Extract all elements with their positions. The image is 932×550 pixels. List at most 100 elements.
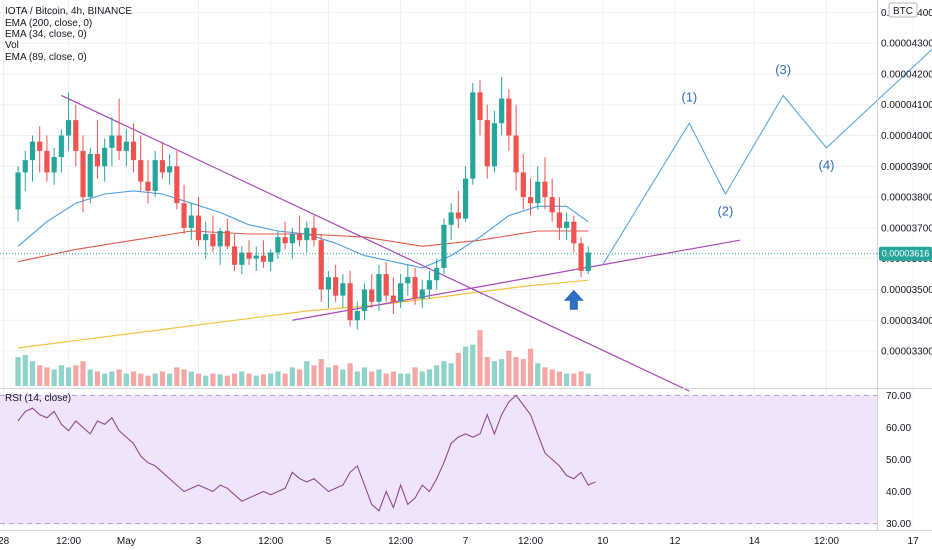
candle [22,150,28,191]
candle [571,215,577,253]
volume-bar [369,371,375,386]
candle-body [491,123,498,167]
legend-ema34[interactable]: EMA (34, close, 0) [5,29,87,40]
candle-body [455,212,461,219]
candle-body [224,230,230,247]
candle-body [527,197,534,204]
candle [174,150,180,210]
candle [51,147,57,185]
price-tick-label: 0.00003300 [881,347,932,358]
candle [44,135,50,182]
candle [239,246,245,275]
volume-bar [29,361,36,386]
time-tick-label: 12:00 [388,536,413,547]
candle-body [333,277,339,296]
candle [275,230,281,259]
candle-body [347,283,353,321]
volume-bar [484,357,490,386]
candle [542,157,548,210]
candle [130,123,137,173]
candle [325,270,332,308]
candle-body [520,172,526,198]
legend-rsi[interactable]: RSI (14, close) [5,393,71,404]
candle-body [506,98,512,136]
candle-body [87,153,93,198]
price-axis[interactable]: 0.000044000.000043000.000042000.00004100… [881,8,932,358]
candle [549,178,555,222]
legend-ema200[interactable]: EMA (200, close, 0) [5,18,92,29]
volume-bar [434,365,440,386]
candle-body [549,197,555,213]
up-arrow-icon [563,289,584,310]
legend-vol[interactable]: Vol [5,40,19,51]
candle-body [398,283,404,302]
candle [109,117,115,167]
rsi-axis[interactable]: 70.00 60.00 50.00 40.00 30.00 [886,391,911,530]
projection-layer: (1)(2)(3)(4)(5) [563,48,932,310]
candle [253,246,259,271]
candle [123,129,129,167]
candle-body [354,311,360,321]
candle [470,83,476,185]
legend-ema89[interactable]: EMA (89, close, 0) [5,52,87,63]
candle-body [210,234,216,247]
candle [282,221,288,250]
candle [369,274,375,308]
candle-body [116,135,122,151]
volume-bar [130,371,137,386]
wave-label: (1) [681,90,697,105]
last-price-tag-value: 0.00003616 [882,249,930,259]
candle-body [390,295,396,302]
candle-body [296,234,303,241]
candle-body [231,246,238,265]
rsi-layer [17,394,596,512]
price-tick-label: 0.00004300 [881,39,932,50]
volume-bar [578,371,584,386]
candle-body [311,227,317,241]
rsi-tick-label: 70.00 [886,391,911,402]
candle [181,184,187,235]
volume-bar [159,371,166,386]
time-tick-label: 12 [669,536,681,547]
volume-bar [73,365,79,386]
volume-bar [311,365,317,386]
candle [231,234,238,271]
candle-body [203,234,209,241]
volume-bar [412,367,418,386]
volume-bar [87,369,93,386]
volume-bar [80,361,86,386]
candle-body [138,160,144,182]
candle [520,153,526,210]
volume-layer [15,330,591,386]
ema89-line [17,230,589,263]
time-tick-label: 7 [463,536,469,547]
legend-symbol-title[interactable]: IOTA / Bitcoin, 4h, BINANCE [5,6,132,17]
rsi-grid [0,394,877,525]
volume-bar [116,369,122,386]
candle-body [159,160,166,173]
trendline[interactable] [61,94,690,392]
volume-bar [210,373,216,386]
wave-label: (3) [775,62,791,77]
candle-body [289,234,295,244]
candle-body [253,255,259,259]
candle [116,98,122,161]
candle [268,249,274,271]
volume-bar [499,359,505,386]
volume-bar [102,373,108,386]
volume-bar [94,371,101,386]
candle-body [419,289,425,299]
volume-bar [405,373,411,386]
price-tick-label: 0.00003400 [881,316,932,327]
candle [304,221,310,253]
candle [578,237,584,278]
candle [167,153,173,185]
volume-bar [506,350,512,386]
time-axis[interactable]: 28 12:00 May 3 12:00 5 12:00 7 12:00 10 12 14 12:00 1… [0,536,932,547]
candle [203,221,209,259]
trendline[interactable] [292,239,740,321]
volume-bar [390,371,396,386]
candle [585,246,591,275]
candle [455,190,461,228]
candle [260,240,267,268]
